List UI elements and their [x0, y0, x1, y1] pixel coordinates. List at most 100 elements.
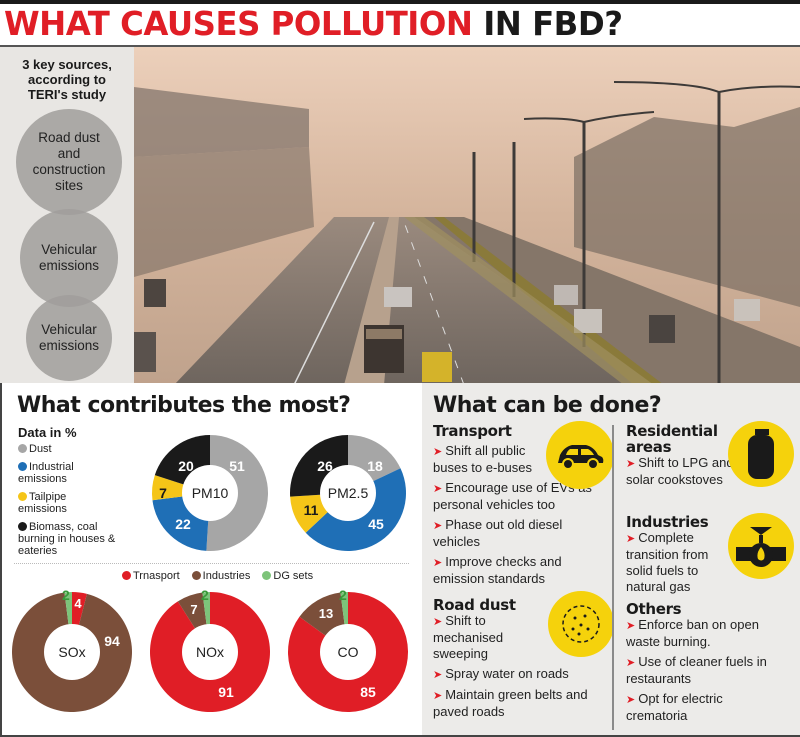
- svg-text:91: 91: [218, 684, 234, 700]
- legend-item-biomass: Biomass, coal burning in houses & eateri…: [18, 521, 116, 557]
- road-dust-item: ➤ Spray water on roads: [433, 666, 569, 681]
- industries-block: Industries ➤ Complete transition from sol…: [626, 514, 736, 595]
- key-sources-panel: 3 key sources, according to TERI's study…: [0, 47, 134, 385]
- arrow-icon: ➤: [433, 483, 443, 495]
- pm-legend: Dust Industrial emissions Tailpipe emiss…: [18, 443, 118, 557]
- others-item: ➤ Use of cleaner fuels in restaurants: [626, 654, 767, 686]
- title-black: IN FBD?: [472, 4, 623, 43]
- residential-title: Residential areas: [626, 422, 718, 456]
- arrow-icon: ➤: [433, 616, 443, 628]
- hero-section: 3 key sources, according to TERI's study…: [0, 45, 800, 385]
- others-block: Others ➤ Enforce ban on open waste burnin…: [626, 601, 796, 724]
- pm10-donut-chart: PM10 20 51 7 22: [152, 435, 269, 551]
- transport-item: ➤ Phase out old diesel vehicles: [433, 517, 563, 549]
- pm25-label: PM2.5: [328, 485, 369, 501]
- industries-title: Industries: [626, 513, 709, 531]
- co-dg-value: 2: [339, 587, 347, 603]
- lpg-cylinder-icon: [728, 421, 794, 487]
- top-rule: [0, 0, 800, 4]
- svg-text:26: 26: [317, 458, 333, 474]
- solutions-heading: What can be done?: [433, 393, 662, 418]
- industrial-swatch-icon: [18, 462, 27, 471]
- page-title: WHAT CAUSES POLLUTION IN FBD?: [4, 3, 623, 45]
- svg-text:7: 7: [159, 485, 167, 501]
- nox-dg-value: 2: [201, 587, 209, 603]
- svg-text:85: 85: [360, 684, 376, 700]
- residential-block: Residential areas ➤ Shift to LPG and sola…: [626, 423, 736, 488]
- road-dust-title: Road dust: [433, 596, 516, 614]
- key-sources-heading: 3 key sources, according to TERI's study: [22, 57, 112, 102]
- transport-item: ➤ Improve checks and emission standards: [433, 554, 562, 586]
- road-dust-block: Road dust ➤ Shift to mechanised sweeping …: [433, 597, 608, 720]
- svg-text:4: 4: [74, 596, 82, 611]
- svg-text:11: 11: [304, 502, 319, 518]
- svg-text:20: 20: [178, 458, 194, 474]
- dust-cloud-icon: [548, 591, 614, 657]
- arrow-icon: ➤: [433, 690, 443, 702]
- smoggy-highway-photo: [134, 47, 800, 385]
- nox-donut-chart: NOx 7 91: [149, 592, 270, 712]
- legend-item-transport: Trnasport: [122, 570, 180, 582]
- nox-label: NOx: [196, 644, 224, 660]
- legend-item-dg-sets: DG sets: [262, 570, 313, 582]
- contributions-section: What contributes the most? Data in % Dus…: [0, 383, 422, 737]
- svg-text:94: 94: [104, 633, 120, 649]
- svg-text:22: 22: [175, 516, 191, 532]
- road-dust-item: ➤ Maintain green belts and paved roads: [433, 687, 588, 719]
- transport-swatch-icon: [122, 571, 131, 580]
- arrow-icon: ➤: [433, 669, 443, 681]
- arrow-icon: ➤: [433, 557, 443, 569]
- dg-sets-swatch-icon: [262, 571, 272, 580]
- arrow-icon: ➤: [626, 458, 636, 470]
- car-icon: [546, 421, 614, 489]
- source-circle-vehicular-2: Vehicular emissions: [26, 295, 112, 381]
- others-item: ➤ Opt for electric crematoria: [626, 691, 723, 723]
- arrow-icon: ➤: [626, 657, 636, 669]
- divider: [14, 563, 409, 564]
- highway-scene-icon: [134, 47, 800, 385]
- title-red: WHAT CAUSES POLLUTION: [4, 4, 473, 43]
- industries-swatch-icon: [191, 571, 201, 580]
- co-label: CO: [338, 644, 359, 660]
- sox-label: SOx: [58, 644, 85, 660]
- svg-text:45: 45: [368, 516, 384, 532]
- transport-item: ➤ Encourage use of EVs as personal vehicl…: [433, 480, 592, 512]
- co-donut-chart: CO 13 85: [288, 592, 408, 712]
- arrow-icon: ➤: [626, 694, 636, 706]
- sox-dg-value: 2: [62, 587, 70, 603]
- source-circle-vehicular-1: Vehicular emissions: [20, 209, 118, 307]
- gas-legend: Trnasport Industries DG sets: [122, 570, 313, 582]
- pm10-label: PM10: [192, 485, 229, 501]
- contributions-heading: What contributes the most?: [17, 393, 351, 418]
- sox-donut-chart: SOx 4 94: [11, 592, 132, 712]
- others-item: ➤ Enforce ban on open waste burning.: [626, 617, 759, 649]
- legend-item-dust: Dust: [18, 443, 118, 455]
- arrow-icon: ➤: [433, 446, 443, 458]
- dust-swatch-icon: [18, 444, 27, 453]
- transport-block: Transport ➤ Shift all public buses to e-b…: [433, 423, 608, 587]
- legend-item-industrial: Industrial emissions: [18, 461, 74, 485]
- solutions-section: What can be done? Transport ➤ Shift all p…: [422, 383, 800, 737]
- arrow-icon: ➤: [626, 533, 636, 545]
- svg-text:51: 51: [229, 458, 245, 474]
- industries-item: ➤ Complete transition from solid fuels to…: [626, 530, 709, 594]
- pm25-donut-chart: PM2.5 26 18 11 45: [290, 435, 406, 551]
- arrow-icon: ➤: [433, 520, 443, 532]
- arrow-icon: ➤: [626, 620, 636, 632]
- biomass-swatch-icon: [18, 522, 27, 531]
- road-dust-item: ➤ Shift to mechanised sweeping: [433, 613, 504, 661]
- svg-text:7: 7: [190, 602, 197, 617]
- legend-title: Data in %: [18, 425, 77, 440]
- svg-text:18: 18: [367, 458, 383, 474]
- svg-text:13: 13: [319, 606, 333, 621]
- source-circle-road-dust: Road dust and construction sites: [16, 109, 122, 215]
- transport-title: Transport: [433, 422, 512, 440]
- tailpipe-swatch-icon: [18, 492, 27, 501]
- column-divider: [612, 425, 614, 730]
- legend-item-industries: Industries: [191, 570, 250, 582]
- residential-item: ➤ Shift to LPG and solar cookstoves: [626, 455, 734, 487]
- legend-item-tailpipe: Tailpipe emissions: [18, 491, 67, 515]
- gas-valve-icon: [728, 513, 794, 579]
- transport-item: ➤ Shift all public buses to e-buses: [433, 443, 533, 475]
- others-title: Others: [626, 600, 682, 618]
